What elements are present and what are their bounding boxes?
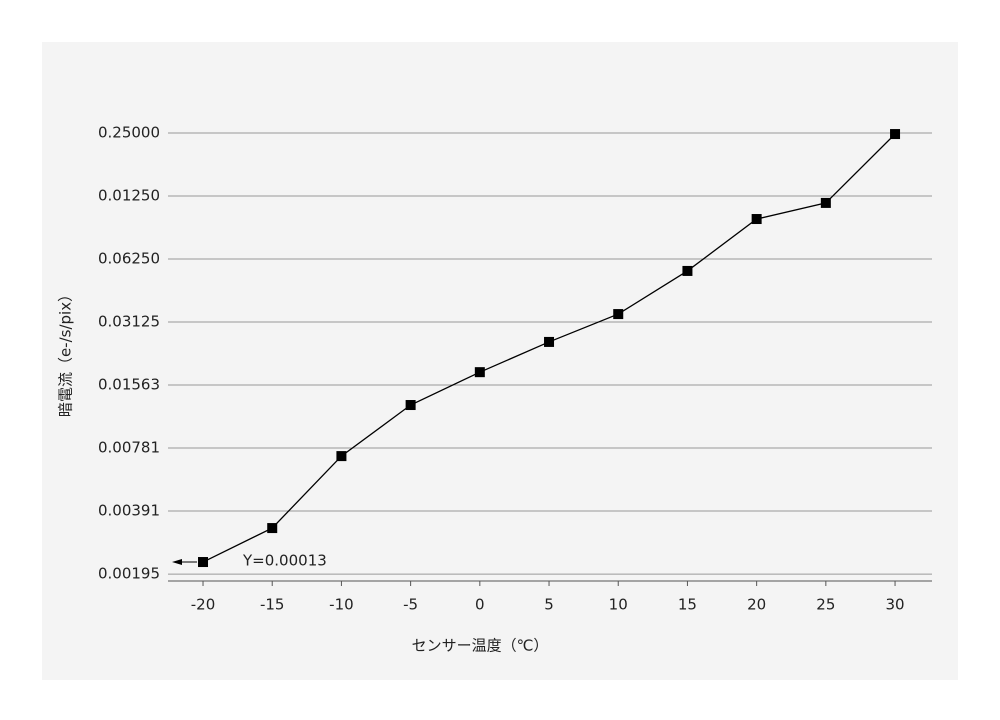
point	[613, 309, 624, 320]
x-tick-label: -15	[260, 596, 285, 614]
y-tick-label: 0.00195	[98, 565, 160, 583]
annotation: Y=0.00013	[242, 552, 327, 570]
point	[751, 214, 762, 225]
y-tick-label: 0.25000	[98, 123, 160, 141]
y-tick-label: 0.06250	[98, 249, 160, 267]
y-tick-label: 0.01250	[98, 186, 160, 204]
point	[336, 451, 347, 462]
point	[474, 367, 485, 378]
point	[682, 265, 693, 276]
y-tick-label: 0.00391	[98, 502, 160, 520]
point	[820, 197, 831, 208]
x-tick-label: 0	[475, 596, 485, 614]
x-tick-label: 10	[609, 596, 628, 614]
y-tick-label: 0.00781	[98, 439, 160, 457]
point	[198, 557, 209, 568]
y-tick-label: 0.03125	[98, 313, 160, 331]
x-tick-label: -5	[403, 596, 418, 614]
y-tick-label: 0.01563	[98, 376, 160, 394]
x-tick-label: 15	[678, 596, 697, 614]
x-tick-label: -10	[329, 596, 354, 614]
x-tick-label: 20	[747, 596, 766, 614]
point	[267, 523, 278, 534]
point	[890, 129, 901, 140]
x-tick-label: 25	[816, 596, 835, 614]
y-axis-label: 暗電流（e-/s/pix）	[57, 287, 75, 417]
x-tick-label: 30	[885, 596, 904, 614]
x-axis-label: センサー温度（℃）	[412, 637, 549, 655]
point	[544, 336, 555, 347]
point	[405, 400, 416, 411]
panel	[42, 42, 958, 680]
x-tick-label: 5	[544, 596, 554, 614]
annotation-arrowhead	[172, 559, 182, 566]
x-tick-label: -20	[191, 596, 216, 614]
